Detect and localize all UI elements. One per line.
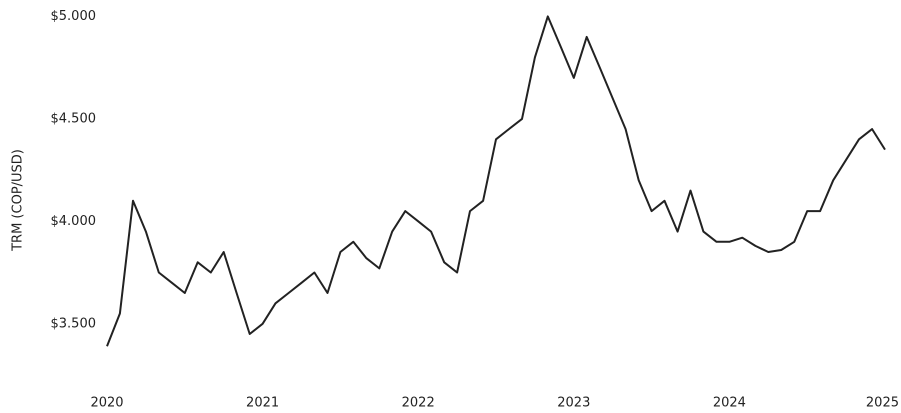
x-tick-label: 2023: [557, 396, 590, 411]
y-tick-label: $4.500: [51, 111, 97, 126]
x-tick-label: 2022: [402, 396, 435, 411]
x-tick-label: 2021: [246, 396, 279, 411]
x-tick-label: 2020: [90, 396, 123, 411]
x-tick-label: 2024: [713, 396, 746, 411]
line-series: [106, 15, 886, 347]
x-tick-label: 2025: [866, 396, 899, 411]
y-tick-label: $5.000: [51, 9, 97, 24]
y-tick-label: $3.500: [51, 316, 97, 331]
y-axis-label: TRM (COP/USD): [11, 149, 26, 252]
y-tick-label: $4.000: [51, 214, 97, 229]
